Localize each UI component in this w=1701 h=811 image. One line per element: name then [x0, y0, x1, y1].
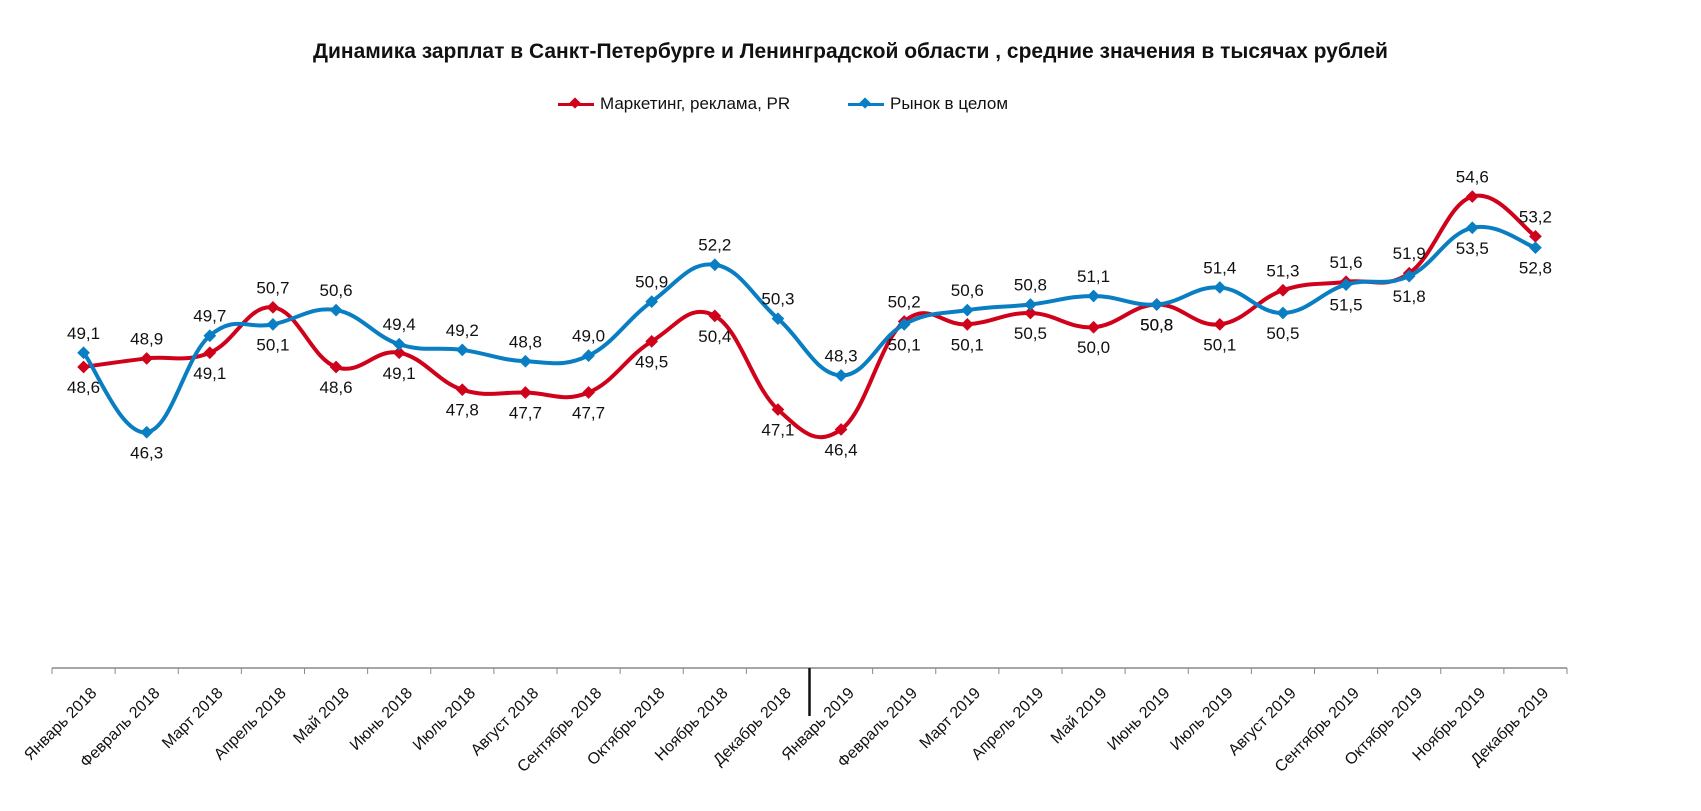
- data-label-marketing: 47,7: [509, 404, 542, 423]
- legend-label-market: Рынок в целом: [890, 94, 1009, 113]
- data-label-marketing: 51,9: [1393, 244, 1426, 263]
- data-label-marketing: 50,1: [1203, 335, 1236, 354]
- data-label-market: 50,1: [888, 335, 921, 354]
- data-label-market: 50,5: [1266, 324, 1299, 343]
- series-marketing-point: [1465, 190, 1479, 203]
- data-label-marketing: 51,6: [1330, 253, 1363, 272]
- data-label-market: 51,8: [1393, 287, 1426, 306]
- data-label-market: 52,2: [698, 236, 731, 255]
- series-market-point: [1150, 298, 1164, 311]
- series-market-point: [1024, 298, 1037, 311]
- data-label-marketing: 50,7: [256, 278, 289, 297]
- series-marketing-point: [519, 386, 532, 399]
- data-label-marketing: 47,7: [572, 404, 605, 423]
- series-marketing-point: [203, 346, 217, 360]
- series-market-point: [266, 317, 280, 331]
- series-market-point: [392, 337, 406, 351]
- data-label-market: 49,7: [193, 307, 226, 326]
- data-label-market: 53,5: [1456, 239, 1489, 258]
- legend-line-marketing-icon: [558, 96, 594, 109]
- data-label-marketing: 54,6: [1456, 168, 1489, 187]
- x-tick-label: Март 2018: [159, 685, 226, 752]
- series-marketing-point: [140, 352, 154, 365]
- data-label-market: 49,2: [446, 321, 479, 340]
- series-marketing-point: [77, 360, 90, 374]
- x-tick-label: Март 2019: [917, 685, 984, 752]
- data-label-marketing: 47,1: [761, 421, 794, 440]
- data-label-marketing: 50,1: [951, 335, 984, 354]
- chart-title: Динамика зарплат в Санкт-Петербурге и Ле…: [313, 40, 1388, 63]
- series-market-point: [519, 354, 532, 368]
- data-label-marketing: 50,4: [698, 327, 731, 346]
- series-market-point: [455, 343, 469, 357]
- series-market-point: [1465, 221, 1479, 235]
- data-label-marketing: 53,2: [1519, 207, 1552, 226]
- x-tick-label: Июнь 2018: [347, 685, 416, 754]
- data-label-marketing: 50,8: [1140, 315, 1173, 334]
- series-market-point: [1087, 289, 1100, 303]
- data-label-market: 50,9: [635, 273, 668, 292]
- x-tick-label: Июль 2019: [1167, 685, 1236, 754]
- data-label-market: 51,1: [1077, 267, 1110, 286]
- series-market-point: [1213, 281, 1227, 294]
- series-marketing-point: [1213, 317, 1227, 331]
- series-market-point: [1529, 241, 1542, 255]
- data-label-market: 51,4: [1203, 258, 1236, 277]
- series-marketing-point: [582, 386, 595, 399]
- series-marketing-point: [455, 383, 469, 397]
- data-label-marketing: 47,8: [446, 401, 479, 420]
- legend-item-marketing: Маркетинг, реклама, PR: [558, 94, 790, 114]
- legend: Маркетинг, реклама, PR Рынок в целом: [0, 94, 1701, 118]
- data-label-market: 51,5: [1330, 296, 1363, 315]
- data-label-market: 50,3: [761, 290, 794, 309]
- data-label-market: 46,3: [130, 443, 163, 462]
- x-tick-label: Июнь 2019: [1104, 685, 1173, 754]
- data-label-market: 50,1: [256, 335, 289, 354]
- data-label-market: 50,6: [320, 281, 353, 300]
- series-market-point: [203, 329, 217, 343]
- series-marketing-point: [1087, 320, 1100, 334]
- data-label-market: 50,6: [951, 281, 984, 300]
- data-label-marketing: 50,5: [1014, 324, 1047, 343]
- data-label-marketing: 49,1: [383, 364, 416, 383]
- data-label-marketing: 48,6: [67, 378, 100, 397]
- data-label-marketing: 49,1: [193, 364, 226, 383]
- x-tick-label: Май 2019: [1048, 685, 1111, 748]
- series-marketing-point: [392, 346, 406, 360]
- legend-line-market-icon: [848, 96, 884, 109]
- legend-label-marketing: Маркетинг, реклама, PR: [600, 94, 791, 113]
- data-label-marketing: 48,9: [130, 329, 163, 348]
- series-market-point: [960, 303, 974, 317]
- data-label-marketing: 49,5: [635, 352, 668, 371]
- series-marketing-point: [329, 360, 343, 374]
- data-label-marketing: 50,2: [888, 293, 921, 312]
- data-label-market: 52,8: [1519, 259, 1552, 278]
- series-marketing-point: [1276, 283, 1290, 297]
- data-label-market: 49,1: [67, 324, 100, 343]
- data-label-market: 48,3: [825, 346, 858, 365]
- series-market-point: [834, 369, 848, 382]
- data-label-market: 50,8: [1014, 275, 1047, 294]
- series-marketing-point: [960, 317, 974, 331]
- data-label-market: 48,8: [509, 332, 542, 351]
- data-label-market: 50,8: [1140, 315, 1173, 334]
- series-market-point: [708, 258, 722, 272]
- data-label-marketing: 46,4: [825, 440, 858, 459]
- x-tick-label: Июль 2018: [410, 685, 479, 754]
- series-marketing-point: [266, 300, 280, 314]
- data-label-marketing: 50,0: [1077, 338, 1110, 357]
- legend-item-market: Рынок в целом: [848, 94, 1008, 114]
- data-label-marketing: 51,3: [1266, 261, 1299, 280]
- data-label-marketing: 48,6: [320, 378, 353, 397]
- data-label-market: 49,0: [572, 327, 605, 346]
- x-tick-label: Май 2018: [290, 685, 353, 748]
- series-market-point: [1276, 306, 1290, 320]
- series-market-point: [140, 425, 154, 439]
- data-label-market: 49,4: [383, 315, 416, 334]
- series-market-point: [77, 346, 90, 360]
- series-market-point: [329, 303, 343, 317]
